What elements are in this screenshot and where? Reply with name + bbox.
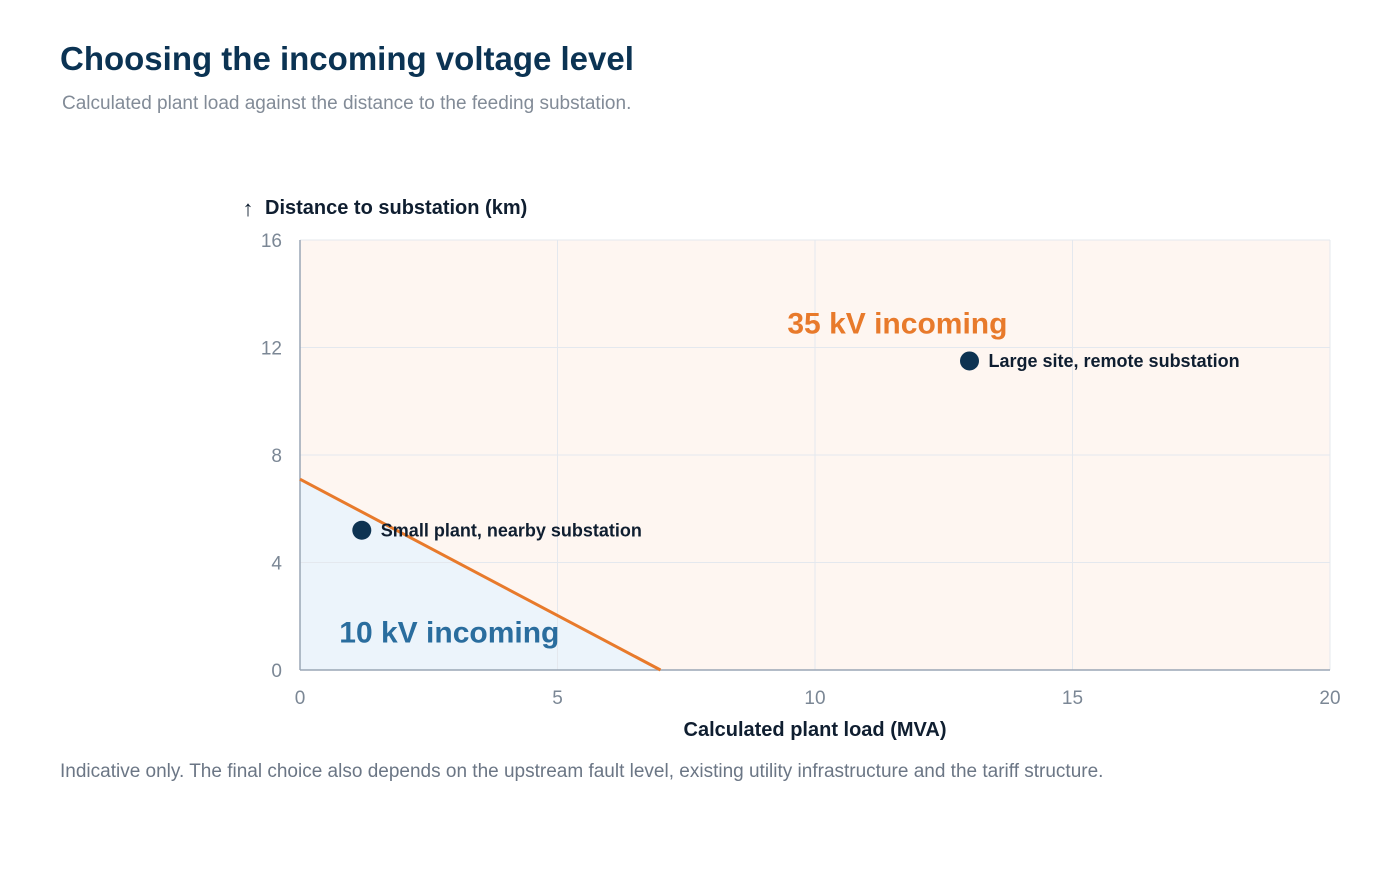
boundary-line bbox=[299, 477, 662, 672]
x-axis-title: Calculated plant load (MVA) bbox=[684, 719, 947, 741]
y-tick-label: 4 bbox=[271, 554, 282, 575]
y-tick-label: 8 bbox=[271, 446, 282, 467]
region-label-10kv: 10 kV incoming bbox=[339, 616, 559, 649]
x-tick-label: 15 bbox=[1062, 688, 1083, 709]
tick-labels: 0 5 10 15 20 0 4 8 12 16 bbox=[261, 231, 1341, 709]
y-tick-label: 0 bbox=[271, 661, 282, 682]
data-point bbox=[960, 351, 979, 371]
y-axis-title: Distance to substation (km) bbox=[265, 197, 527, 219]
y-tick-label: 16 bbox=[261, 231, 282, 252]
chart-marks: 10 kV incoming 35 kV incoming Small plant,… bbox=[299, 307, 1240, 672]
x-tick-label: 0 bbox=[295, 688, 306, 709]
gridlines bbox=[300, 239, 1331, 670]
y-tick-label: 12 bbox=[261, 339, 282, 360]
x-tick-label: 5 bbox=[552, 688, 563, 709]
page-subtitle: Calculated plant load against the distan… bbox=[62, 93, 632, 114]
y-axis-arrow-icon: ↑ bbox=[243, 196, 254, 221]
data-point bbox=[352, 520, 372, 540]
x-tick-label: 10 bbox=[804, 688, 825, 709]
axes bbox=[299, 240, 1330, 671]
data-point-label: Large site, remote substation bbox=[989, 351, 1240, 371]
footnote: Indicative only. The final choice also d… bbox=[60, 761, 1104, 782]
page-title: Choosing the incoming voltage level bbox=[60, 40, 634, 77]
x-tick-label: 20 bbox=[1319, 688, 1340, 709]
region-label-35kv: 35 kV incoming bbox=[787, 307, 1007, 340]
data-point-label: Small plant, nearby substation bbox=[381, 520, 642, 540]
